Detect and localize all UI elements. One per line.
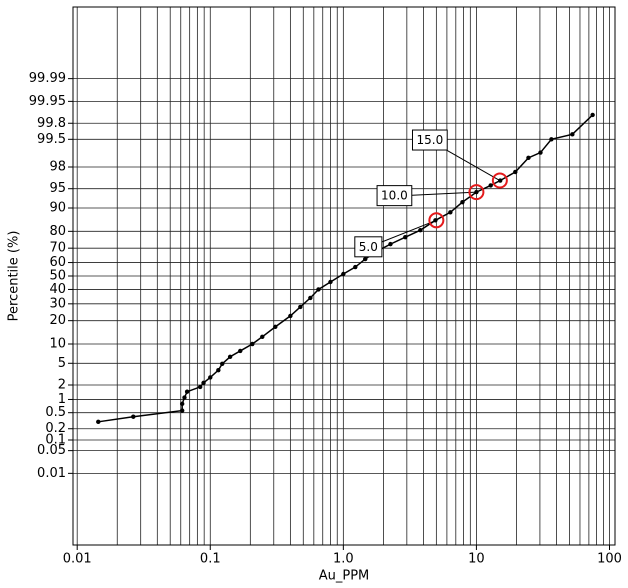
y-tick-label: 99.8 (37, 116, 66, 131)
data-point (201, 380, 206, 386)
data-point (403, 234, 408, 240)
annotation-label: 10.0 (381, 189, 408, 203)
data-point (238, 348, 243, 354)
y-tick-label: 0.01 (37, 466, 66, 481)
annotation-label: 5.0 (359, 240, 378, 254)
data-point (288, 313, 293, 319)
data-point (316, 287, 321, 292)
annotation: 10.0 (376, 185, 413, 207)
y-tick-label: 98 (49, 160, 66, 175)
x-axis-label: Au_PPM (319, 569, 370, 584)
data-point (298, 304, 303, 310)
data-point (96, 419, 101, 425)
data-point (208, 375, 213, 380)
data-point (448, 210, 453, 215)
y-tick-label: 10 (49, 337, 66, 352)
data-point (197, 384, 203, 390)
y-tick-label: 0.2 (45, 421, 66, 436)
data-point (131, 414, 136, 419)
y-tick-label: 0.5 (45, 405, 66, 420)
x-tick-label: 10 (468, 552, 485, 567)
data-point (498, 178, 503, 183)
y-tick-label: 70 (49, 241, 66, 256)
annotation-box (354, 236, 383, 258)
data-point (488, 183, 493, 188)
y-tick-label: 20 (49, 313, 66, 328)
y-tick-label: 60 (49, 255, 66, 270)
y-tick-label: 0.1 (45, 432, 66, 447)
data-point (179, 401, 185, 407)
data-point (353, 264, 358, 270)
annotation-box (376, 185, 413, 207)
data-point (526, 155, 531, 161)
y-tick-label: 30 (49, 296, 66, 311)
annotation-box (411, 129, 448, 151)
data-point (570, 132, 575, 137)
y-tick-label: 99.99 (29, 71, 66, 86)
y-tick-label: 0.05 (37, 443, 66, 458)
y-tick-label: 40 (49, 282, 66, 297)
annotation: 5.0 (354, 236, 383, 258)
x-tick-label: 1.0 (333, 552, 354, 567)
data-point (220, 361, 225, 367)
y-tick-label: 5 (58, 356, 66, 371)
x-tick-label: 0.1 (200, 552, 221, 567)
data-point (308, 295, 313, 301)
data-point (460, 199, 465, 205)
data-point (227, 354, 233, 359)
data-point (388, 241, 393, 247)
data-point (328, 279, 333, 285)
annotation-marker (428, 212, 445, 229)
annotation: 15.0 (411, 129, 448, 151)
data-point (216, 367, 221, 373)
annotation-label: 15.0 (416, 133, 443, 147)
y-tick-label: 50 (49, 269, 66, 284)
data-point (513, 169, 518, 175)
annotation-marker (491, 172, 508, 189)
data-point (260, 334, 265, 339)
data-point (363, 256, 368, 262)
annotation-marker (468, 184, 485, 201)
data-point (538, 150, 543, 155)
data-point (182, 395, 187, 400)
y-tick-label: 99.5 (37, 132, 66, 147)
data-point (341, 271, 346, 277)
y-tick-label: 99.95 (29, 94, 66, 109)
data-point (549, 137, 554, 142)
y-tick-label: 95 (49, 181, 66, 196)
data-point (250, 341, 255, 347)
y-tick-label: 80 (49, 224, 66, 239)
data-point (590, 112, 595, 118)
data-point (184, 389, 190, 394)
plot-frame (72, 6, 616, 546)
data-point (418, 227, 423, 233)
data-point (273, 324, 278, 330)
x-tick-label: 100 (597, 552, 622, 567)
y-tick-label: 2 (58, 377, 66, 392)
y-tick-label: 90 (49, 200, 66, 215)
data-point (179, 408, 185, 413)
y-axis-label: Percentile (%) (7, 231, 22, 322)
x-tick-label: 0.01 (63, 552, 92, 567)
data-line (98, 114, 594, 423)
y-tick-label: 1 (58, 392, 66, 407)
